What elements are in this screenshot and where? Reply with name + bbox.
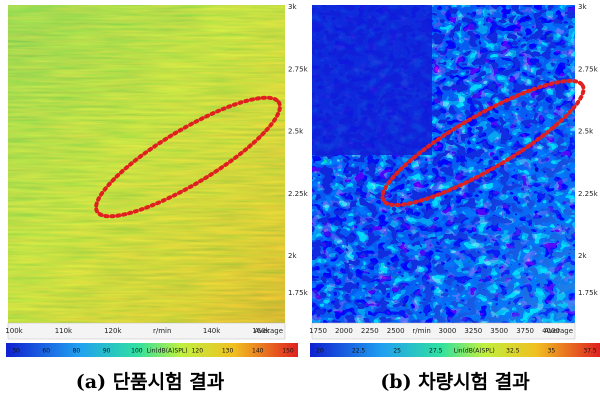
caption: (a) 단품시험 결과 [76, 371, 225, 393]
highlight-ellipse [94, 95, 282, 219]
y-tick-label: 2.75k [288, 65, 309, 73]
colorbar-label: 150 [282, 348, 294, 355]
spectrogram-texture [8, 5, 285, 323]
x-tick-label: 4000 [542, 327, 560, 335]
colorbar-label: 100 [131, 348, 143, 355]
y-tick-label: 2.25k [288, 190, 309, 198]
y-tick-label: 2.25k [578, 190, 599, 198]
caption: (b) 차량시험 결과 [380, 371, 530, 393]
x-tick-label: 3500 [490, 327, 508, 335]
y-tick-label: 1.75k [288, 289, 309, 297]
x-tick-label: 160k [252, 327, 270, 335]
colorbar-label: Lin(dB(A)SPL) [454, 348, 495, 355]
colorbar-label: 35 [548, 348, 556, 355]
x-tick-label: 120k [104, 327, 122, 335]
colorbar-label: 22.5 [352, 348, 366, 355]
x-tick-label: r/min [153, 327, 171, 335]
highlight-ellipse [380, 78, 586, 208]
y-tick-label: 1.75k [578, 289, 599, 297]
colorbar-label: 37.5 [583, 348, 597, 355]
colorbar-label: 20 [316, 348, 324, 355]
y-tick-label: 2k [288, 252, 297, 260]
x-tick-label: 2250 [361, 327, 379, 335]
x-tick-label: 2500 [387, 327, 405, 335]
y-tick-label: 2.5k [288, 128, 304, 136]
x-tick-label: 3750 [516, 327, 534, 335]
colorbar-label: 120 [192, 348, 204, 355]
x-axis-strip [311, 322, 576, 340]
colorbar-label: 60 [42, 348, 50, 355]
average-label: Average [544, 327, 573, 335]
x-tick-label: 100k [5, 327, 23, 335]
colorbar-label: 27.5 [429, 348, 443, 355]
y-tick-label: 2k [578, 252, 587, 260]
x-tick-label: 140k [203, 327, 221, 335]
colorbar [6, 343, 298, 357]
x-tick-label: 3250 [464, 327, 482, 335]
y-tick-label: 3k [578, 3, 587, 11]
colorbar-label: 80 [73, 348, 81, 355]
colorbar-label: 140 [252, 348, 264, 355]
colorbar-label: Lin(dB(A)SPL) [147, 348, 188, 355]
colorbar-label: 25 [393, 348, 401, 355]
x-axis-strip [7, 322, 286, 340]
x-tick-label: 3000 [439, 327, 457, 335]
colorbar [310, 343, 600, 357]
colorbar-label: 32.5 [506, 348, 520, 355]
average-label: Average [254, 327, 283, 335]
quiet-region [312, 5, 432, 155]
colorbar-label: 90 [103, 348, 111, 355]
x-tick-label: 1750 [309, 327, 327, 335]
y-tick-label: 2.75k [578, 65, 599, 73]
y-tick-label: 2.5k [578, 128, 594, 136]
x-tick-label: r/min [412, 327, 430, 335]
colorbar-label: 130 [222, 348, 234, 355]
x-tick-label: 2000 [335, 327, 353, 335]
y-tick-label: 3k [288, 3, 297, 11]
x-tick-label: 110k [55, 327, 73, 335]
colorbar-label: 30 [12, 348, 20, 355]
